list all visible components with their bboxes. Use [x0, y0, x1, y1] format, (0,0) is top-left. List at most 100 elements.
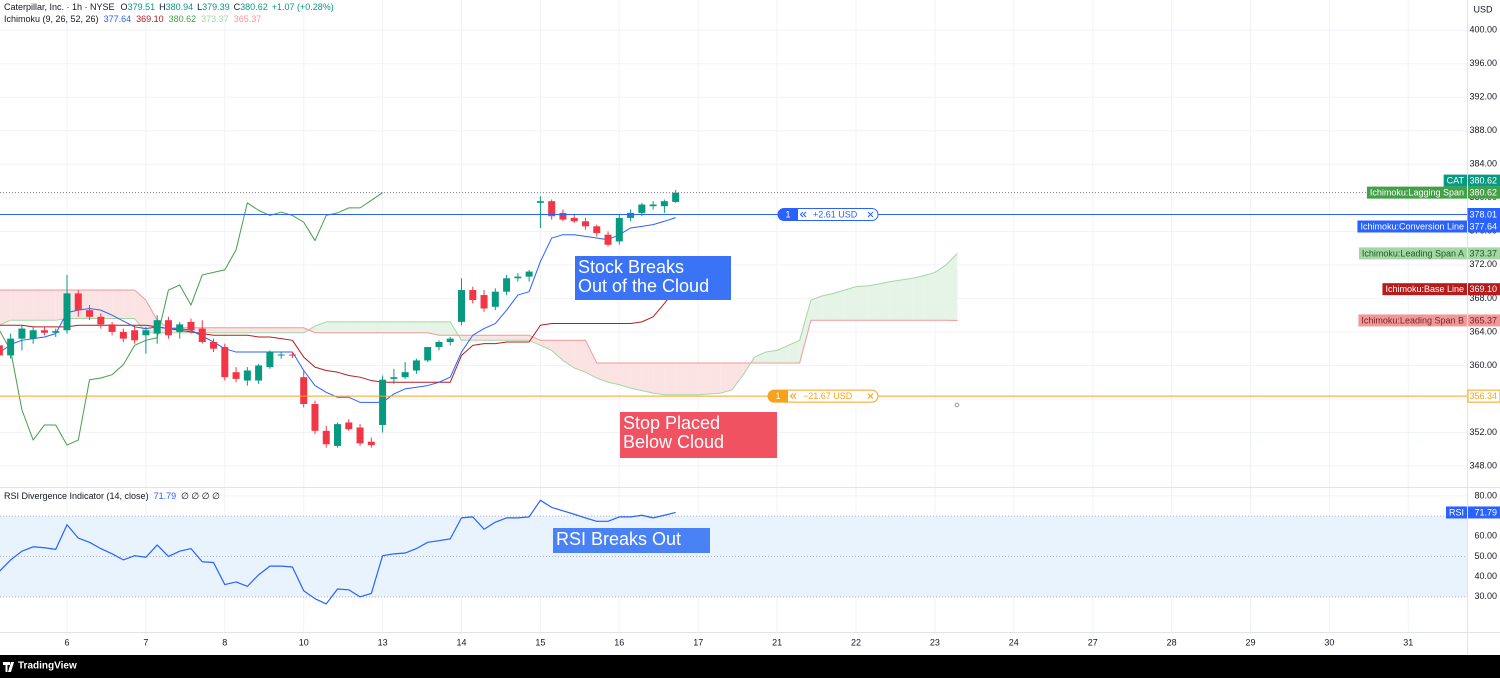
y-tick-label: 392.00	[1469, 92, 1497, 102]
y-tick-label: 360.00	[1469, 360, 1497, 370]
axis-value-label: 356.34	[1469, 391, 1497, 401]
x-tick-label: 16	[614, 637, 624, 647]
position-tool[interactable]: 1 −21.67 USD	[767, 389, 879, 403]
cloud-fill	[732, 362, 744, 390]
tool-qty: 1	[785, 209, 790, 219]
x-tick-label: 21	[772, 637, 782, 647]
candle-body	[40, 330, 48, 333]
cloud-fill	[923, 272, 935, 321]
axis-value-box	[1468, 247, 1500, 260]
indicator-value: 365.37	[234, 14, 262, 24]
candle-body	[638, 204, 646, 213]
candle-body	[559, 212, 567, 220]
cloud-fill	[337, 321, 349, 333]
cloud-fill	[946, 253, 958, 321]
ohlc-value: 380.94	[166, 2, 194, 12]
ichimoku-line	[0, 217, 676, 403]
cloud-fill	[777, 345, 789, 363]
x-tick-label: 10	[299, 637, 309, 647]
cloud-fill	[822, 293, 834, 321]
cloud-fill	[878, 281, 890, 321]
cloud-fill	[292, 327, 304, 333]
candle-body	[367, 441, 375, 446]
rsi-extra: ∅ ∅ ∅ ∅	[181, 491, 220, 501]
candle-body	[164, 320, 172, 336]
x-tick-label: 29	[1245, 637, 1255, 647]
cloud-fill	[269, 327, 282, 333]
axis-value-label: 373.37	[1469, 248, 1497, 258]
candle-body	[480, 295, 488, 309]
y-tick-label: 60.00	[1474, 531, 1497, 541]
candle-body	[345, 422, 353, 430]
annotation-text: Below Cloud	[623, 432, 724, 452]
y-tick-label: 364.00	[1469, 326, 1497, 336]
ohlc-value: 379.51	[128, 2, 156, 12]
cloud-fill	[540, 340, 552, 351]
cloud-fill	[765, 350, 778, 363]
candle-body	[491, 291, 499, 307]
cloud-fill	[326, 321, 338, 333]
position-tool[interactable]: 1 +2.61 USD	[777, 207, 879, 221]
tool-qty-bg	[778, 208, 798, 221]
cloud-fill	[585, 340, 597, 379]
candle-body	[153, 320, 161, 334]
price-axis: 400.00396.00392.00388.00384.00380.00376.…	[1357, 25, 1500, 601]
y-tick-label: 400.00	[1469, 25, 1497, 35]
indicator-value: 380.62	[169, 14, 197, 24]
axis-name-label: CAT	[1447, 175, 1465, 185]
cloud-fill	[236, 327, 248, 333]
cloud-fill	[754, 352, 766, 363]
cloud-fill	[224, 327, 237, 333]
ohlc-letter: H	[159, 2, 166, 12]
axis-value-label: 365.37	[1469, 315, 1497, 325]
axis-name-box	[1358, 247, 1467, 260]
candle-body	[300, 377, 308, 405]
candle-body	[266, 352, 274, 368]
cloud-fill	[675, 362, 687, 395]
candle-body	[581, 221, 589, 227]
ohlc-value: 379.39	[202, 2, 230, 12]
ichimoku-line	[0, 192, 383, 446]
annotation-text: Stop Placed	[623, 413, 720, 433]
x-tick-label: 24	[1009, 637, 1019, 647]
cloud-fill	[44, 290, 56, 321]
cloud-fill	[427, 321, 439, 336]
cloud-fill	[438, 321, 451, 336]
annotation-box	[553, 528, 710, 553]
y-tick-label: 348.00	[1469, 460, 1497, 470]
cloud-fill	[901, 278, 913, 321]
candle-body	[672, 192, 680, 202]
axis-value-label: 377.64	[1469, 221, 1497, 231]
annotation-box	[620, 412, 777, 458]
indicator-value: 377.64	[104, 14, 132, 24]
cloud-fill	[10, 290, 22, 321]
cloud-fill	[348, 321, 361, 333]
annotation-box	[575, 256, 731, 300]
candle-body	[74, 293, 82, 311]
candle-body	[187, 321, 195, 331]
cloud-fill	[551, 340, 563, 361]
tool-close	[867, 211, 874, 218]
plot-area: 1 +2.61 USD 1 −21.67 USD	[0, 189, 1467, 605]
candle-body	[176, 324, 184, 332]
cloud-fill	[21, 290, 34, 321]
drawing-handle[interactable]	[954, 402, 960, 408]
header-line: Caterpillar, Inc. · 1h · NYSE O379.51 H380…	[4, 2, 334, 12]
candle-body	[514, 276, 522, 279]
axis-value-box	[1468, 220, 1500, 233]
axis-value-box	[1468, 314, 1500, 327]
tool-pnl: +2.61 USD	[813, 209, 858, 219]
axis-value-label: 380.62	[1469, 175, 1497, 185]
cloud-fill	[788, 340, 800, 363]
candle-body	[86, 310, 94, 317]
cloud-fill	[281, 327, 293, 333]
cloud-fill	[360, 321, 372, 333]
x-tick-label: 15	[535, 637, 545, 647]
indicator-legend: Ichimoku (9, 26, 52, 26) 377.64 369.10 380.…	[4, 14, 261, 24]
brand-name: TradingView	[18, 661, 77, 672]
axis-name-label: Ichimoku:Base Line	[1385, 284, 1464, 294]
candle-body	[7, 338, 15, 356]
tool-icon	[789, 393, 797, 400]
cloud-fill	[562, 340, 575, 368]
